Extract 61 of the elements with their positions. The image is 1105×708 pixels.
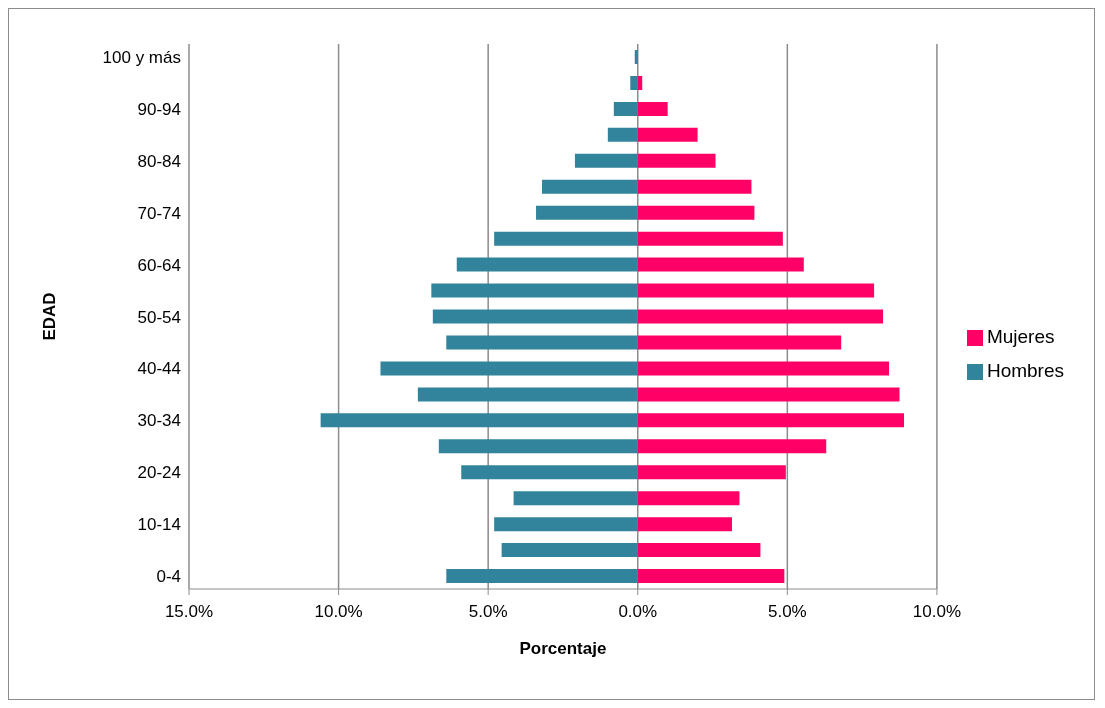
y-tick-label: 100 y más [102, 48, 181, 68]
bar [637, 309, 884, 324]
legend-label: Mujeres [986, 326, 1055, 347]
bar [607, 127, 638, 142]
bar [494, 231, 638, 246]
x-tick-label: 10.0% [314, 602, 363, 622]
bar [461, 465, 638, 480]
bar [637, 179, 752, 194]
bar [637, 361, 890, 376]
bar [637, 543, 761, 558]
y-tick-label: 20-24 [137, 463, 181, 483]
bar [637, 465, 786, 480]
bar [431, 283, 638, 298]
bar [320, 413, 638, 428]
bar [634, 50, 638, 64]
bar [637, 413, 905, 428]
bar [417, 387, 638, 402]
y-tick-label: 60-64 [137, 255, 181, 275]
bar [637, 335, 842, 350]
bar [456, 257, 638, 272]
bar [637, 153, 716, 168]
bar [613, 101, 638, 116]
x-tick-label: 10.0% [912, 602, 962, 622]
bar [637, 257, 804, 272]
bar [630, 75, 638, 90]
bar [513, 491, 638, 506]
x-tick-label: 15.0% [164, 602, 214, 622]
y-tick-label: 80-84 [137, 151, 181, 171]
bar [446, 569, 638, 584]
x-tick-label: 0.0% [618, 602, 658, 622]
bar [494, 517, 638, 532]
y-tick-label: 50-54 [137, 307, 181, 327]
bar [380, 361, 638, 376]
bar [637, 491, 740, 506]
x-axis-title: Porcentaje [519, 639, 607, 658]
bar [574, 153, 638, 168]
y-tick-label: 10-14 [137, 515, 181, 535]
bar [501, 543, 638, 558]
legend-label: Hombres [986, 360, 1064, 381]
bar [637, 283, 875, 298]
y-tick-label: 70-74 [137, 203, 181, 223]
bar [637, 569, 785, 584]
bar [637, 387, 900, 402]
y-axis-title: EDAD [40, 292, 60, 341]
bar [432, 309, 638, 324]
bar [637, 517, 732, 532]
y-tick-label: 40-44 [137, 359, 181, 379]
y-tick-label: 30-34 [137, 411, 181, 431]
bar [446, 335, 638, 350]
bar [438, 439, 638, 454]
x-tick-label: 5.0% [468, 602, 508, 622]
bar [637, 205, 755, 220]
y-tick-label: 0-4 [156, 567, 181, 587]
bar [536, 205, 638, 220]
bar [637, 127, 698, 142]
bar [637, 439, 827, 454]
bar [637, 231, 783, 246]
bar [637, 101, 668, 116]
y-tick-label: 90-94 [137, 99, 181, 119]
x-tick-label: 5.0% [767, 602, 807, 622]
bar [542, 179, 638, 194]
